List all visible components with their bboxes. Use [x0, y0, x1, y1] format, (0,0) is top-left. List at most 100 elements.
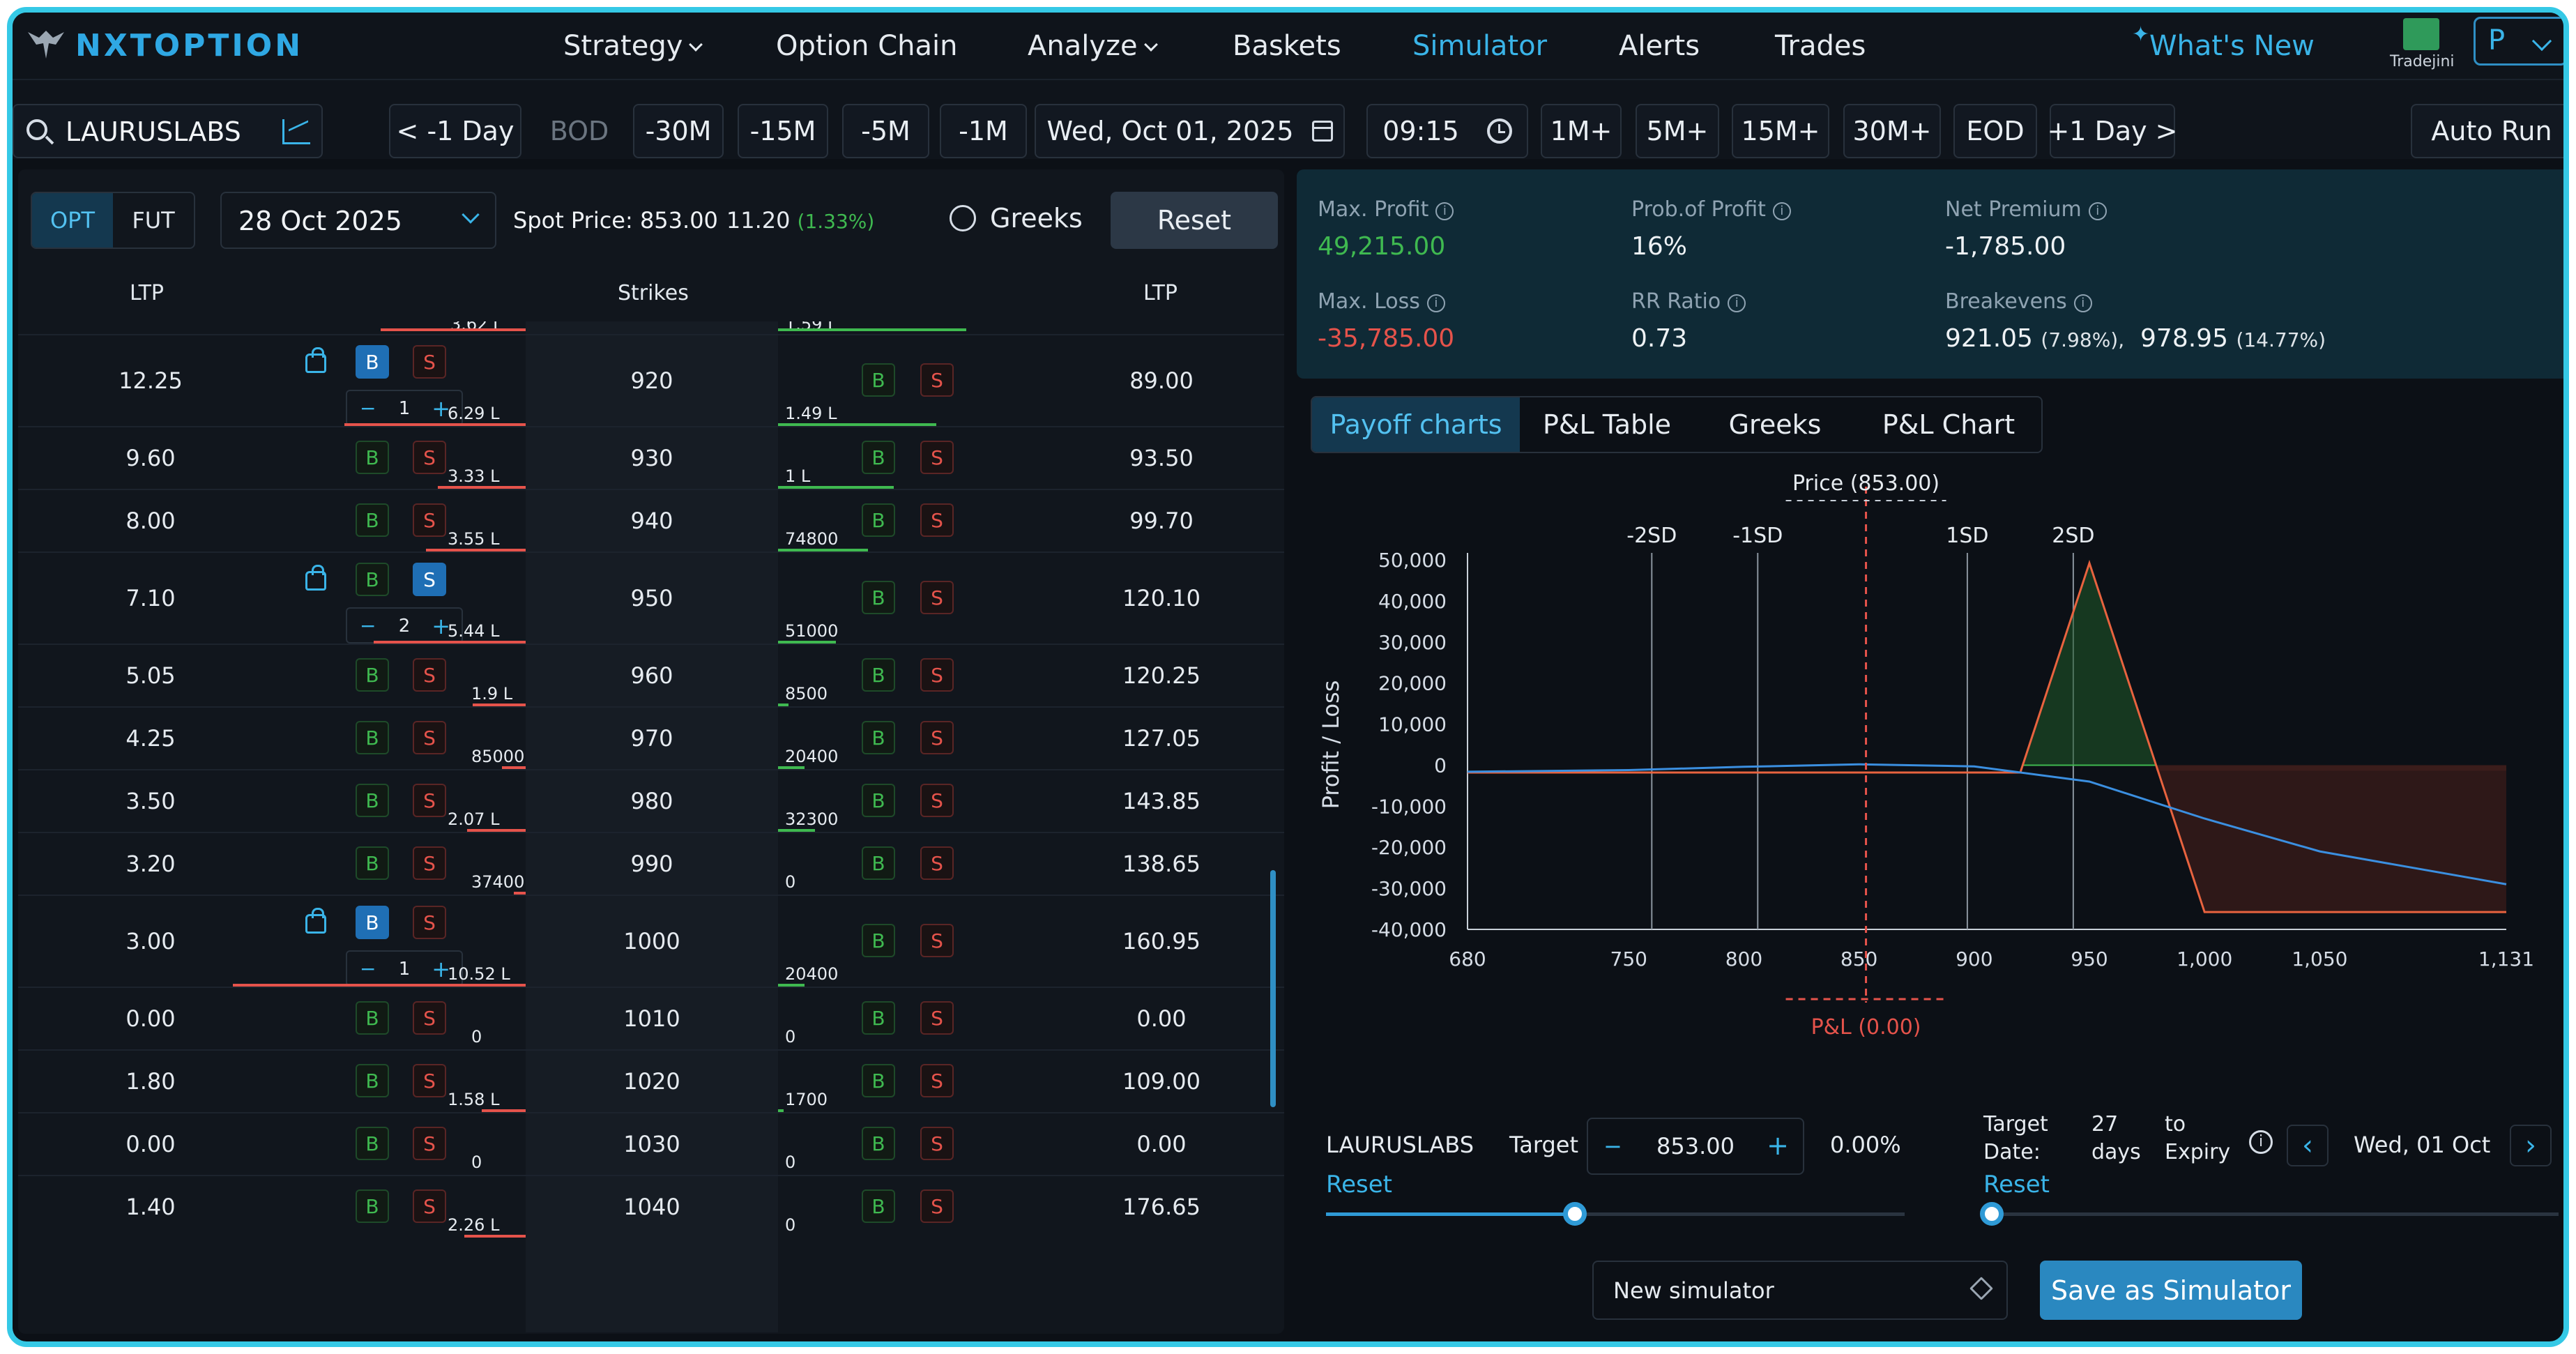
call-sell-button[interactable]: S: [413, 658, 446, 692]
minus-icon[interactable]: −: [360, 614, 376, 637]
call-qty-stepper[interactable]: − 1 +: [346, 390, 463, 426]
reset-button[interactable]: Reset: [1111, 192, 1278, 249]
call-buy-button[interactable]: B: [356, 658, 389, 692]
minus-icon[interactable]: −: [1603, 1133, 1622, 1159]
put-sell-button[interactable]: S: [920, 721, 954, 754]
put-buy-button[interactable]: B: [862, 846, 895, 880]
expiry-select[interactable]: 28 Oct 2025: [220, 192, 496, 249]
call-sell-button[interactable]: S: [413, 846, 446, 880]
info-icon[interactable]: i: [1435, 202, 1454, 220]
put-buy-button[interactable]: B: [862, 1064, 895, 1097]
put-buy-button[interactable]: B: [862, 1001, 895, 1035]
call-sell-button[interactable]: S: [413, 503, 446, 537]
tab-payoff-charts[interactable]: Payoff charts: [1312, 397, 1520, 452]
call-buy-button[interactable]: B: [356, 1064, 389, 1097]
fut-toggle[interactable]: FUT: [132, 207, 175, 234]
date-picker[interactable]: Wed, Oct 01, 2025: [1035, 104, 1345, 158]
save-as-simulator-button[interactable]: Save as Simulator: [2040, 1261, 2302, 1320]
nav-analyze[interactable]: Analyze: [1028, 30, 1158, 62]
call-buy-button[interactable]: B: [356, 721, 389, 754]
nav-strategy[interactable]: Strategy: [563, 30, 703, 62]
minus-30m-button[interactable]: -30M: [633, 104, 724, 158]
call-sell-button[interactable]: S: [413, 441, 446, 474]
call-sell-button[interactable]: S: [413, 1189, 446, 1223]
nav-option-chain[interactable]: Option Chain: [776, 30, 958, 62]
put-sell-button[interactable]: S: [920, 1127, 954, 1160]
nav-alerts[interactable]: Alerts: [1619, 30, 1700, 62]
tab-pnl-chart[interactable]: P&L Chart: [1882, 409, 2015, 440]
call-sell-button[interactable]: S: [413, 563, 446, 596]
call-qty-stepper[interactable]: − 2 +: [346, 607, 463, 644]
minus-15m-button[interactable]: -15M: [738, 104, 828, 158]
call-buy-button[interactable]: B: [356, 345, 389, 379]
basket-icon[interactable]: [305, 347, 326, 373]
info-icon[interactable]: i: [1426, 294, 1445, 312]
call-buy-button[interactable]: B: [356, 1189, 389, 1223]
date-slider-track[interactable]: [1983, 1212, 2559, 1216]
put-buy-button[interactable]: B: [862, 503, 895, 537]
minus-1-day-button[interactable]: < -1 Day: [389, 104, 521, 158]
prev-date-button[interactable]: ‹: [2287, 1125, 2329, 1166]
call-buy-button[interactable]: B: [356, 563, 389, 596]
put-sell-button[interactable]: S: [920, 441, 954, 474]
plus-15m-button[interactable]: 15M+: [1732, 104, 1829, 158]
put-sell-button[interactable]: S: [920, 581, 954, 614]
bod-button[interactable]: BOD: [549, 116, 609, 146]
minus-1m-button[interactable]: -1M: [940, 104, 1027, 158]
plus-icon[interactable]: +: [432, 395, 450, 422]
info-icon[interactable]: i: [1772, 202, 1791, 220]
minus-icon[interactable]: −: [360, 957, 376, 980]
reset-price-link[interactable]: Reset: [1326, 1171, 1392, 1199]
tab-pnl-table[interactable]: P&L Table: [1542, 409, 1672, 440]
time-picker[interactable]: 09:15: [1366, 104, 1528, 158]
put-buy-button[interactable]: B: [862, 1127, 895, 1160]
nav-baskets[interactable]: Baskets: [1233, 30, 1341, 62]
call-buy-button[interactable]: B: [356, 906, 389, 939]
reset-date-link[interactable]: Reset: [1983, 1171, 2050, 1199]
call-qty-stepper[interactable]: − 1 +: [346, 950, 463, 987]
opt-toggle[interactable]: OPT: [32, 193, 113, 248]
plus-1-day-button[interactable]: +1 Day >: [2047, 104, 2178, 158]
call-sell-button[interactable]: S: [413, 721, 446, 754]
put-sell-button[interactable]: S: [920, 784, 954, 817]
put-sell-button[interactable]: S: [920, 1189, 954, 1223]
put-sell-button[interactable]: S: [920, 1064, 954, 1097]
info-icon[interactable]: i: [2088, 202, 2107, 220]
profile-menu[interactable]: P: [2474, 17, 2563, 66]
call-buy-button[interactable]: B: [356, 846, 389, 880]
call-sell-button[interactable]: S: [413, 784, 446, 817]
put-buy-button[interactable]: B: [862, 1189, 895, 1223]
plus-icon[interactable]: +: [1767, 1130, 1789, 1161]
nav-simulator[interactable]: Simulator: [1412, 30, 1548, 62]
put-buy-button[interactable]: B: [862, 721, 895, 754]
put-sell-button[interactable]: S: [920, 658, 954, 692]
put-buy-button[interactable]: B: [862, 363, 895, 397]
info-icon[interactable]: i: [2249, 1130, 2273, 1154]
call-sell-button[interactable]: S: [413, 906, 446, 939]
simulator-name-input[interactable]: New simulator: [1592, 1261, 2008, 1320]
target-price-stepper[interactable]: − 853.00 +: [1587, 1118, 1804, 1175]
whats-new-link[interactable]: What's New: [2149, 30, 2315, 62]
put-buy-button[interactable]: B: [862, 658, 895, 692]
info-icon[interactable]: i: [1728, 294, 1746, 312]
plus-icon[interactable]: +: [432, 956, 450, 982]
call-buy-button[interactable]: B: [356, 784, 389, 817]
basket-icon[interactable]: [305, 908, 326, 934]
basket-icon[interactable]: [305, 565, 326, 591]
broker-switch[interactable]: Tradejini: [2390, 18, 2455, 75]
minus-icon[interactable]: −: [360, 397, 376, 420]
price-slider-track[interactable]: [1326, 1212, 1905, 1216]
put-sell-button[interactable]: S: [920, 924, 954, 957]
tab-greeks[interactable]: Greeks: [1728, 409, 1822, 440]
eod-button[interactable]: EOD: [1953, 104, 2037, 158]
put-sell-button[interactable]: S: [920, 846, 954, 880]
plus-icon[interactable]: +: [432, 613, 450, 639]
put-buy-button[interactable]: B: [862, 581, 895, 614]
info-icon[interactable]: i: [2073, 294, 2092, 312]
greeks-toggle[interactable]: Greeks: [950, 203, 1083, 234]
put-sell-button[interactable]: S: [920, 1001, 954, 1035]
put-buy-button[interactable]: B: [862, 441, 895, 474]
chart-icon[interactable]: [282, 119, 310, 144]
plus-30m-button[interactable]: 30M+: [1843, 104, 1941, 158]
call-buy-button[interactable]: B: [356, 1001, 389, 1035]
